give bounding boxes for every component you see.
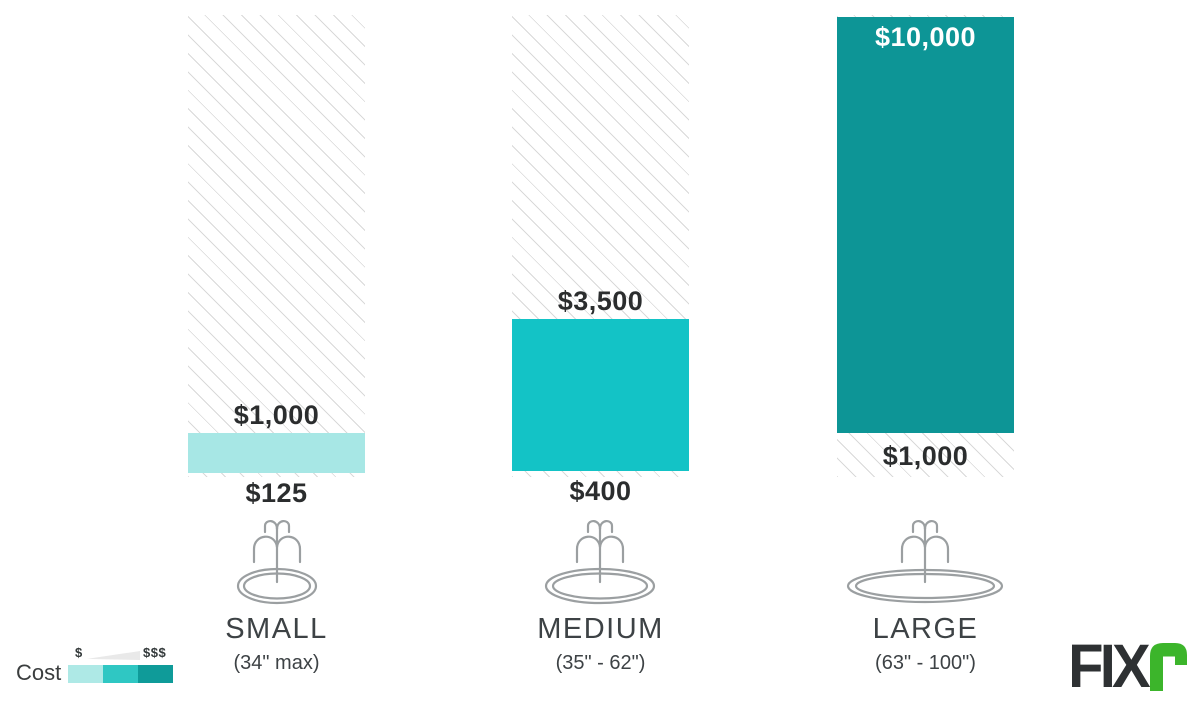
column-medium: $3,500 $400 [512, 15, 689, 506]
cost-range-bar-medium [512, 319, 689, 471]
min-price-medium: $400 [569, 476, 632, 506]
hatch-background-small [188, 15, 365, 477]
fixr-logo-r-glyph [1150, 643, 1187, 696]
fixr-logo: FIX [1064, 632, 1187, 700]
legend-cost-label: Cost [16, 660, 62, 685]
legend-color-scale [68, 665, 173, 683]
fountain-icon-large [845, 512, 1005, 608]
category-label-medium: MEDIUM [537, 613, 664, 645]
legend-swatch-high [138, 665, 173, 683]
legend-max-symbol: $$$ [143, 645, 167, 660]
size-range-small: (34" max) [233, 652, 320, 674]
max-price-small: $1,000 [233, 400, 320, 430]
cost-range-bar-small [188, 433, 365, 473]
legend-min-symbol: $ [75, 645, 83, 660]
column-small: $1,000 $125 [188, 15, 365, 508]
max-price-medium: $3,500 [557, 286, 644, 316]
legend-gradient-wedge [87, 651, 140, 660]
min-price-small: $125 [245, 478, 308, 508]
fountain-icon-small [232, 512, 322, 608]
cost-range-bar-large [837, 17, 1014, 433]
max-price-large: $10,000 [874, 22, 977, 52]
size-range-large: (63" - 100") [875, 652, 976, 674]
min-price-large: $1,000 [882, 441, 969, 471]
column-large: $10,000 $1,000 [837, 15, 1014, 477]
size-range-medium: (35" - 62") [555, 652, 646, 674]
fixr-logo-text: FIX [1068, 632, 1151, 700]
legend-swatch-low [68, 665, 103, 683]
legend-swatch-mid [103, 665, 138, 683]
category-label-large: LARGE [872, 613, 979, 645]
category-label-small: SMALL [225, 613, 328, 645]
fountain-icon-medium [542, 512, 658, 608]
